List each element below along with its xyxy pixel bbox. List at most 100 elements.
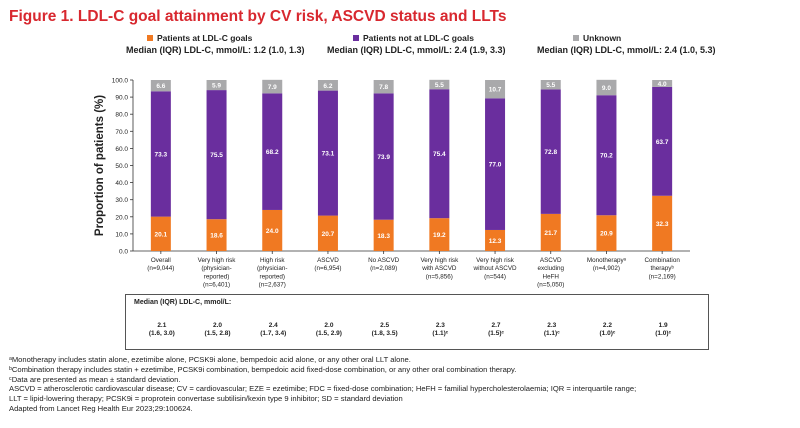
data-label: 20.9 bbox=[600, 231, 613, 238]
bar-segment-unknown bbox=[373, 80, 394, 94]
median-table-cell: 1.9 (1.0)ᶜ bbox=[633, 322, 693, 338]
median-value: 2.5 bbox=[380, 322, 390, 329]
median-range: (1.0)ᶜ bbox=[599, 330, 616, 337]
data-label: 77.0 bbox=[489, 162, 502, 169]
data-label: 4.0 bbox=[658, 81, 667, 88]
y-tick-label: 20.0 bbox=[115, 214, 128, 221]
median-range: (1.7, 3.4) bbox=[260, 330, 287, 337]
footnotes: ᵃMonotherapy includes statin alone, ezet… bbox=[9, 355, 794, 414]
data-label: 73.3 bbox=[155, 151, 168, 158]
bar-segment-unknown bbox=[652, 80, 673, 87]
data-label: 10.7 bbox=[489, 87, 502, 94]
median-table-header: Median (IQR) LDL-C, mmol/L: bbox=[134, 299, 232, 306]
data-label: 20.7 bbox=[322, 231, 335, 238]
median-table-cell: 2.0 (1.5, 2.8) bbox=[188, 322, 248, 338]
median-value: 2.4 bbox=[268, 322, 278, 329]
y-tick-label: 0.0 bbox=[119, 249, 128, 256]
legend-label: Patients not at LDL-C goals bbox=[363, 33, 474, 43]
data-label: 21.7 bbox=[544, 230, 557, 237]
data-label: 5.9 bbox=[212, 83, 221, 90]
data-label: 12.3 bbox=[489, 238, 502, 245]
x-category-label: No ASCVD (n=2,089) bbox=[368, 257, 400, 272]
data-label: 20.1 bbox=[155, 231, 168, 238]
median-range: (1.1)ᶜ bbox=[543, 330, 560, 337]
y-tick-label: 60.0 bbox=[115, 146, 128, 153]
bar-segment-at-goal bbox=[540, 213, 561, 251]
y-tick-label: 80.0 bbox=[115, 112, 128, 119]
legend-label: Unknown bbox=[583, 33, 622, 43]
bar-segment-at-goal bbox=[317, 215, 338, 251]
x-category-label: High risk (physician-reported) (n=2,637) bbox=[257, 257, 287, 289]
data-label: 6.2 bbox=[323, 83, 332, 90]
data-label: 18.3 bbox=[377, 233, 390, 240]
footnote-source: Adapted from Lancet Reg Health Eur 2023;… bbox=[9, 403, 193, 413]
median-range: (1.5)ᶜ bbox=[488, 330, 504, 337]
median-value: 1.9 bbox=[658, 322, 668, 329]
data-label: 7.9 bbox=[268, 84, 277, 91]
median-table-cell: 2.5 (1.8, 3.5) bbox=[355, 322, 415, 338]
data-label: 70.2 bbox=[600, 153, 613, 160]
bar-segment-at-goal bbox=[485, 229, 506, 251]
bar-segment-unknown bbox=[485, 80, 506, 99]
x-category-label: Overall (n=9,044) bbox=[147, 257, 174, 272]
data-label: 72.8 bbox=[544, 149, 557, 156]
data-label: 73.1 bbox=[322, 151, 335, 158]
median-value: 2.7 bbox=[491, 322, 501, 329]
data-label: 68.2 bbox=[266, 149, 279, 156]
median-table-cell: 2.0 (1.5, 2.9) bbox=[299, 322, 359, 338]
data-label: 75.5 bbox=[210, 152, 223, 159]
legend-swatch-gray bbox=[573, 35, 579, 41]
data-label: 18.6 bbox=[210, 233, 223, 240]
footnote-c: ᶜData are presented as mean ± standard d… bbox=[9, 374, 181, 384]
bar-segment-at-goal bbox=[429, 218, 450, 251]
median-value: 2.0 bbox=[324, 322, 334, 329]
median-value: 2.2 bbox=[602, 322, 612, 329]
y-tick-label: 40.0 bbox=[115, 180, 128, 187]
x-category-label: Monotherapyᵃ (n=4,902) bbox=[587, 257, 627, 272]
legend-label: Patients at LDL-C goals bbox=[157, 33, 253, 43]
bar-segment-unknown bbox=[429, 79, 450, 90]
bar-segment-at-goal bbox=[262, 209, 283, 251]
bar-segment-not-at-goal bbox=[317, 90, 338, 216]
stacked-bar-chart: 0.0 10.0 20.0 30.0 40.0 50.0 60.0 70.0 80.0 90.0 1… bbox=[94, 78, 690, 289]
legend-item-at-goal: Patients at LDL-C goals bbox=[147, 33, 252, 43]
median-range: (1.5, 2.9) bbox=[315, 330, 342, 337]
data-label: 24.0 bbox=[266, 228, 279, 235]
y-axis-label: Proportion of patients (%) bbox=[94, 95, 106, 236]
data-label: 5.5 bbox=[546, 82, 555, 89]
x-category-label: Very high risk with ASCVD (n=5,856) bbox=[420, 257, 459, 280]
median-value: 2.3 bbox=[435, 322, 445, 329]
x-category-label: Very high risk without ASCVD (n=544) bbox=[473, 257, 518, 280]
legend-swatch-orange bbox=[147, 35, 153, 41]
data-label: 6.6 bbox=[156, 83, 165, 90]
y-tick-label: 70.0 bbox=[115, 129, 128, 136]
x-category-label: Combination therapyᵇ (n=2,169) bbox=[644, 257, 680, 280]
bar-segment-at-goal bbox=[206, 219, 227, 251]
bar-segment-not-at-goal bbox=[540, 89, 561, 214]
median-table-cell: 2.7 (1.5)ᶜ bbox=[466, 322, 526, 338]
median-ldl-table: Median (IQR) LDL-C, mmol/L: 2.1 (1.6, 3.0… bbox=[125, 294, 709, 350]
x-category-label: ASCVD excluding HeFH (n=5,050) bbox=[537, 257, 564, 289]
bar-segment-not-at-goal bbox=[485, 98, 506, 230]
bar-segment-not-at-goal bbox=[373, 93, 394, 220]
bar-segment-not-at-goal bbox=[206, 90, 227, 220]
bar-segment-at-goal bbox=[373, 219, 394, 251]
y-tick-label: 30.0 bbox=[115, 197, 128, 204]
bar-segment-at-goal bbox=[596, 215, 617, 251]
bar-segment-unknown bbox=[206, 80, 227, 91]
median-table-cell: 2.3 (1.1)ᶜ bbox=[410, 322, 470, 338]
median-table-cell: 2.1 (1.6, 3.0) bbox=[132, 322, 192, 338]
x-category-label: ASCVD (n=6,954) bbox=[314, 257, 341, 272]
median-header-at-goal: Median (IQR) LDL-C, mmol/L: 1.2 (1.0, 1.… bbox=[126, 45, 305, 55]
legend-item-not-at-goal: Patients not at LDL-C goals bbox=[353, 33, 474, 43]
data-label: 63.7 bbox=[656, 139, 669, 146]
bar-segment-not-at-goal bbox=[429, 89, 450, 219]
bar-segment-unknown bbox=[596, 79, 617, 96]
median-range: (1.0)ᶜ bbox=[655, 330, 672, 337]
data-label: 75.4 bbox=[433, 151, 446, 158]
data-label: 7.8 bbox=[379, 84, 388, 91]
legend-item-unknown: Unknown bbox=[573, 33, 621, 43]
data-label: 9.0 bbox=[602, 85, 611, 92]
bar-segment-unknown bbox=[262, 79, 283, 94]
bar-segment-not-at-goal bbox=[262, 93, 283, 210]
